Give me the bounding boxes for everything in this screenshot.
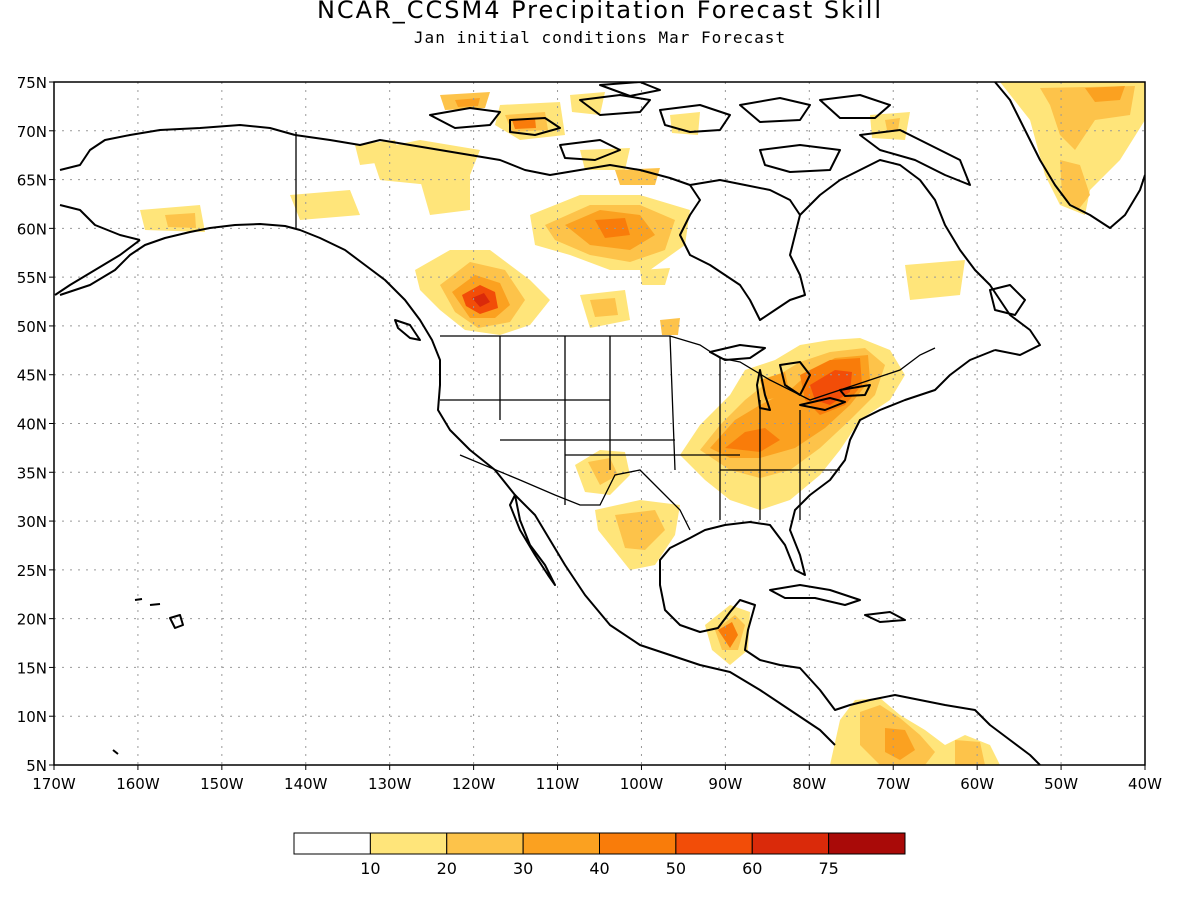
colorbar-swatch: [522, 832, 600, 855]
lat-label: 60N: [17, 220, 47, 238]
lat-label: 65N: [17, 172, 47, 190]
lon-label: 170W: [32, 775, 76, 793]
lon-label: 130W: [368, 775, 412, 793]
colorbar-swatch: [293, 832, 371, 855]
border-us-canada: [440, 335, 936, 401]
lon-label: 100W: [620, 775, 664, 793]
lon-label: 50W: [1044, 775, 1078, 793]
lon-label: 90W: [708, 775, 742, 793]
colorbar-label: 50: [666, 859, 686, 878]
coastline-atlantic-gulf: [659, 349, 1041, 765]
lat-label: 55N: [17, 269, 47, 287]
colorbar-label: 20: [437, 859, 457, 878]
lat-label: 25N: [17, 562, 47, 580]
coastlines: [54, 82, 1145, 765]
lon-label: 140W: [284, 775, 328, 793]
coastline-alaska-north: [59, 124, 296, 171]
map-title: NCAR_CCSM4 Precipitation Forecast Skill: [316, 0, 884, 24]
colorbar-label: 75: [818, 859, 838, 878]
great-lakes: [709, 344, 766, 361]
lon-label: 150W: [200, 775, 244, 793]
lat-label: 10N: [17, 708, 47, 726]
lat-label: 75N: [17, 74, 47, 92]
coastline-pacific: [59, 223, 836, 746]
lat-label: 40N: [17, 416, 47, 434]
colorbar-swatch: [369, 832, 448, 855]
lat-label: 50N: [17, 318, 47, 336]
lat-label: 70N: [17, 123, 47, 141]
lon-label: 120W: [452, 775, 496, 793]
lat-label: 30N: [17, 513, 47, 531]
colorbar-label: 40: [589, 859, 609, 878]
lon-label: 80W: [792, 775, 826, 793]
colorbar-swatch: [446, 832, 524, 855]
colorbar-swatch: [675, 832, 753, 855]
colorbar-label: 60: [742, 859, 762, 878]
lon-label: 160W: [116, 775, 160, 793]
coastline-greenland: [994, 82, 1145, 229]
coastline-hudson-bay: [679, 179, 806, 321]
political-borders: [295, 132, 936, 531]
lat-label: 35N: [17, 464, 47, 482]
lon-label: 40W: [1128, 775, 1162, 793]
lon-label: 70W: [876, 775, 910, 793]
coastline-cuba: [769, 584, 861, 606]
lat-label: 15N: [17, 659, 47, 677]
colorbar-swatch: [751, 832, 830, 855]
colorbar-label: 30: [513, 859, 533, 878]
lat-label: 45N: [17, 367, 47, 385]
axes: 75N 70N 65N 60N 55N 50N 45N 40N 35N 30N 25N 20N 15N 1…: [17, 74, 1162, 793]
skill-shading: [140, 82, 1145, 765]
map-subtitle: Jan initial conditions Mar Forecast: [413, 28, 787, 47]
coastline-hawaii: [169, 614, 184, 629]
lat-label: 5N: [26, 757, 47, 775]
colorbar-swatch: [599, 832, 677, 855]
skill-greenland-core: [1040, 86, 1135, 150]
lon-label: 110W: [536, 775, 580, 793]
lon-label: 60W: [960, 775, 994, 793]
colorbar-label: 10: [360, 859, 380, 878]
colorbar-swatch: [828, 832, 906, 855]
graticule: [54, 82, 1145, 765]
colorbar: 10 20 30 40 50 60 75: [293, 832, 906, 878]
border-us-mexico: [459, 454, 691, 531]
lat-label: 20N: [17, 611, 47, 629]
